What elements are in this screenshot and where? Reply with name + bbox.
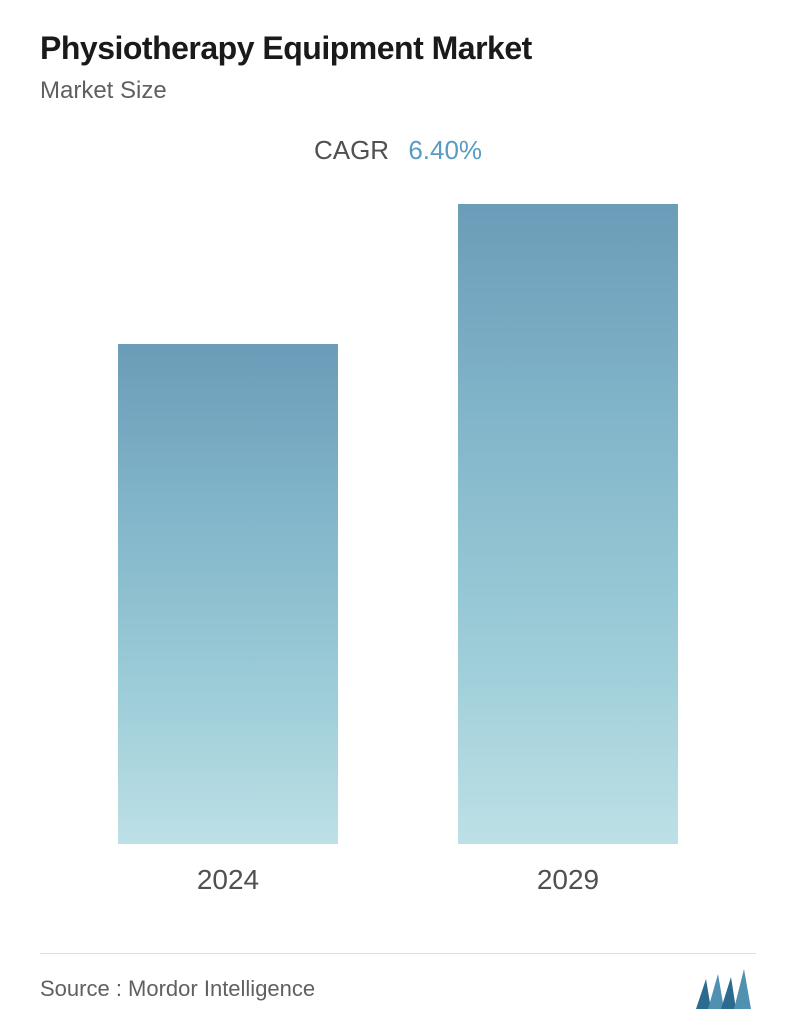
bar-2024 [118,344,338,844]
cagr-label: CAGR [314,135,389,165]
bar-group-2029: 2029 [458,204,678,896]
bar-label-2024: 2024 [197,864,259,896]
cagr-row: CAGR 6.40% [40,135,756,166]
bar-label-2029: 2029 [537,864,599,896]
chart-title: Physiotherapy Equipment Market [40,30,756,67]
chart-area: 2024 2029 [40,206,756,896]
chart-container: Physiotherapy Equipment Market Market Si… [0,0,796,1034]
source-text: Source : Mordor Intelligence [40,976,315,1002]
footer: Source : Mordor Intelligence [40,969,756,1009]
chart-subtitle: Market Size [40,77,756,105]
footer-divider [40,953,756,954]
bar-2029 [458,204,678,844]
cagr-value: 6.40% [408,135,482,165]
brand-logo-icon [696,969,756,1009]
bar-group-2024: 2024 [118,344,338,896]
